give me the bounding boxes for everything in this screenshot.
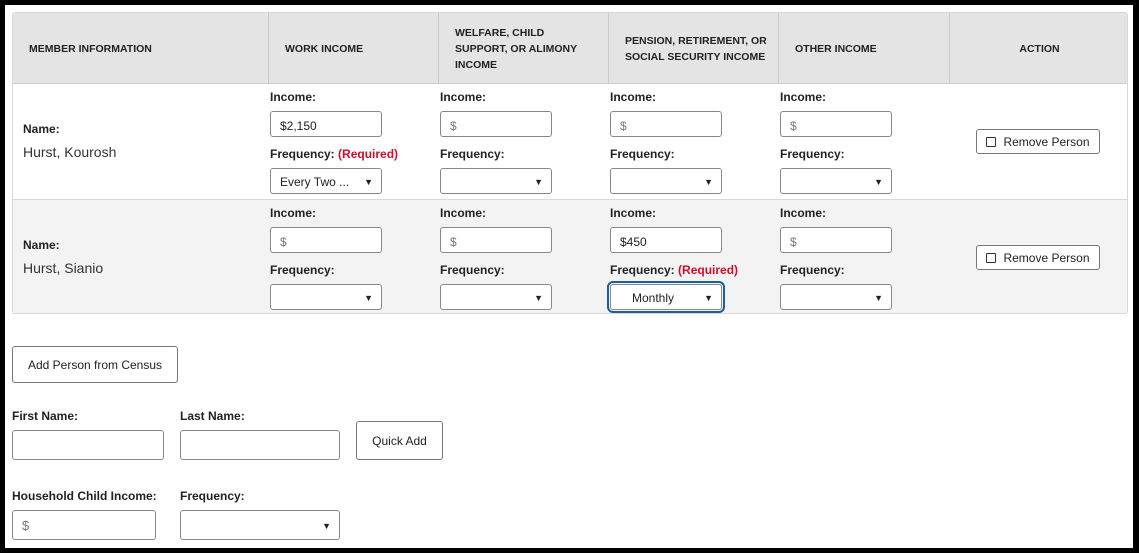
- remove-person-button[interactable]: Remove Person: [976, 245, 1100, 270]
- remove-person-button[interactable]: Remove Person: [976, 129, 1100, 154]
- remove-person-label: Remove Person: [1003, 250, 1090, 265]
- name-label: Name:: [23, 122, 60, 136]
- frequency-select[interactable]: ▼: [440, 284, 552, 310]
- required-indicator: (Required): [338, 147, 399, 161]
- frequency-label: Frequency:: [270, 263, 335, 277]
- income-input[interactable]: $: [780, 111, 892, 137]
- checkbox-icon: [986, 136, 997, 147]
- frequency-select[interactable]: Monthly ▼: [607, 281, 725, 313]
- column-header: MEMBER INFORMATION: [13, 13, 269, 84]
- column-header: PENSION, RETIREMENT, OR SOCIAL SECURITY …: [609, 13, 779, 84]
- frequency-label: Frequency:: [610, 147, 675, 161]
- income-table: MEMBER INFORMATION WORK INCOME WELFARE, CH…: [12, 12, 1128, 314]
- column-header: WELFARE, CHILD SUPPORT, OR ALIMONY INCOM…: [439, 13, 609, 84]
- add-person-from-census-button[interactable]: Add Person from Census: [12, 346, 178, 383]
- chevron-down-icon: ▼: [364, 177, 373, 187]
- frequency-select[interactable]: ▼: [270, 284, 382, 310]
- income-input[interactable]: $2,150: [270, 111, 382, 137]
- chevron-down-icon: ▼: [534, 177, 543, 187]
- table-row: Name: Hurst, Sianio Income: $ Frequency: ▼ Inc…: [13, 199, 1127, 313]
- income-label: Income:: [610, 206, 657, 220]
- frequency-label-text: Frequency:: [440, 147, 505, 161]
- chevron-down-icon: ▼: [874, 293, 883, 303]
- household-frequency-label: Frequency:: [180, 489, 245, 503]
- income-label: Income:: [270, 90, 317, 104]
- income-label: Income:: [440, 206, 487, 220]
- frequency-label: Frequency:: [780, 147, 845, 161]
- name-label: Name:: [23, 238, 60, 252]
- chevron-down-icon: ▼: [704, 177, 713, 187]
- member-name: Hurst, Kourosh: [23, 144, 117, 160]
- frequency-label: Frequency:: [440, 263, 505, 277]
- frequency-label: Frequency: (Required): [610, 263, 738, 277]
- quick-add-button[interactable]: Quick Add: [356, 421, 443, 460]
- frequency-label-text: Frequency:: [440, 263, 505, 277]
- income-input[interactable]: $: [610, 111, 722, 137]
- household-frequency-select[interactable]: ▼: [180, 510, 340, 540]
- table-header: MEMBER INFORMATION WORK INCOME WELFARE, CH…: [13, 13, 1127, 84]
- chevron-down-icon: ▼: [364, 293, 373, 303]
- frequency-value: Monthly: [632, 291, 675, 305]
- frequency-label-text: Frequency:: [610, 147, 675, 161]
- column-header: ACTION: [1019, 42, 1060, 55]
- chevron-down-icon: ▼: [534, 293, 543, 303]
- income-label: Income:: [440, 90, 487, 104]
- required-indicator: (Required): [678, 263, 739, 277]
- column-header: OTHER INCOME: [779, 13, 950, 84]
- checkbox-icon: [986, 252, 997, 263]
- first-name-label: First Name:: [12, 409, 79, 423]
- chevron-down-icon: ▼: [322, 521, 331, 531]
- income-label: Income:: [610, 90, 657, 104]
- frequency-label: Frequency:: [440, 147, 505, 161]
- first-name-input[interactable]: [12, 430, 164, 460]
- frequency-label-text: Frequency:: [780, 147, 845, 161]
- household-child-income-label: Household Child Income:: [12, 489, 157, 503]
- frequency-select[interactable]: ▼: [780, 168, 892, 194]
- last-name-input[interactable]: [180, 430, 340, 460]
- last-name-label: Last Name:: [180, 409, 245, 423]
- income-input[interactable]: $: [440, 227, 552, 253]
- income-input[interactable]: $: [440, 111, 552, 137]
- chevron-down-icon: ▼: [704, 293, 713, 303]
- frequency-label-text: Frequency:: [780, 263, 845, 277]
- frequency-select[interactable]: ▼: [610, 168, 722, 194]
- member-name: Hurst, Sianio: [23, 260, 104, 276]
- remove-person-label: Remove Person: [1003, 134, 1090, 149]
- income-input[interactable]: $: [270, 227, 382, 253]
- income-input[interactable]: $450: [610, 227, 722, 253]
- frequency-select[interactable]: ▼: [780, 284, 892, 310]
- income-label: Income:: [270, 206, 317, 220]
- frequency-label-text: Frequency:: [270, 147, 335, 161]
- frequency-label-text: Frequency:: [610, 263, 675, 277]
- chevron-down-icon: ▼: [874, 177, 883, 187]
- income-input[interactable]: $: [780, 227, 892, 253]
- income-label: Income:: [780, 206, 827, 220]
- frequency-select[interactable]: ▼: [440, 168, 552, 194]
- frequency-value: Every Two ...: [280, 175, 350, 189]
- frequency-label-text: Frequency:: [270, 263, 335, 277]
- table-row: Name: Hurst, Kourosh Income: $2,150 Frequenc…: [13, 84, 1127, 199]
- frequency-label: Frequency: (Required): [270, 147, 398, 161]
- income-label: Income:: [780, 90, 827, 104]
- frequency-select[interactable]: Every Two ... ▼: [270, 168, 382, 194]
- column-header: WORK INCOME: [269, 13, 439, 84]
- household-child-income-input[interactable]: $: [12, 510, 156, 540]
- frequency-label: Frequency:: [780, 263, 845, 277]
